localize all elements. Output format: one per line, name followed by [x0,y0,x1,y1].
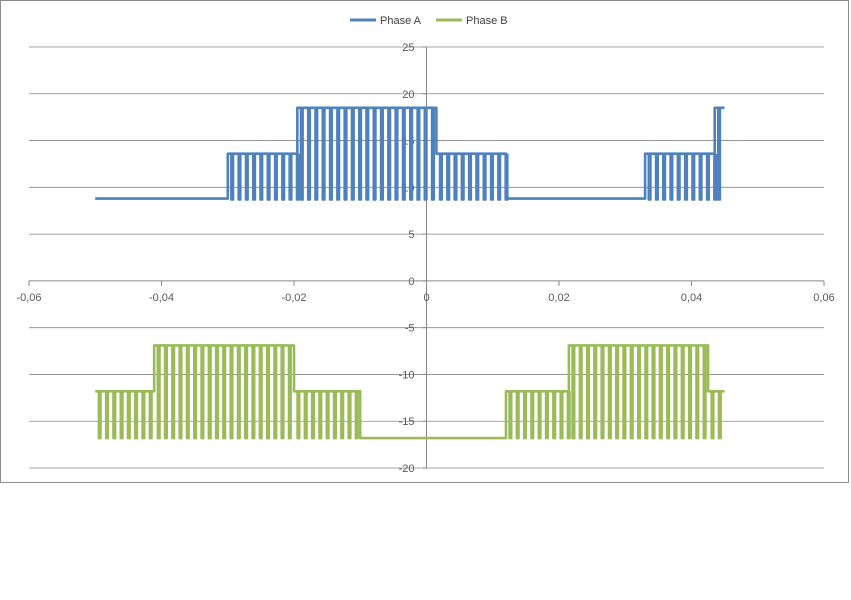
series-lines [95,106,725,440]
x-tick-label: 0,04 [681,292,702,304]
chart-area: 25 20 15 10 5 0 -5 -10 -15 -20 -0,06 -0,04 -0,02 0 0,0… [0,0,849,483]
series-line-phase-a [95,106,725,201]
y-tick-label: -5 [405,323,415,335]
x-tick-label: -0,06 [16,292,41,304]
x-tick-label: 0,02 [548,292,569,304]
legend: Phase A Phase B [350,15,508,27]
legend-label: Phase A [380,15,422,27]
y-tick-label: 25 [402,42,414,54]
x-tick-label: -0,04 [149,292,174,304]
legend-label: Phase B [466,15,508,27]
series-line-phase-b [95,344,725,440]
y-tick-label: 0 [408,276,414,288]
x-tick-label: 0,06 [813,292,834,304]
y-tick-label: 5 [408,229,414,241]
y-tick-label: -15 [399,416,415,428]
x-tick-label: -0,02 [281,292,306,304]
y-tick-label: 20 [402,89,414,101]
x-tick-label: 0 [423,292,429,304]
y-tick-label: -10 [399,369,415,381]
y-tick-label: -20 [399,463,415,475]
